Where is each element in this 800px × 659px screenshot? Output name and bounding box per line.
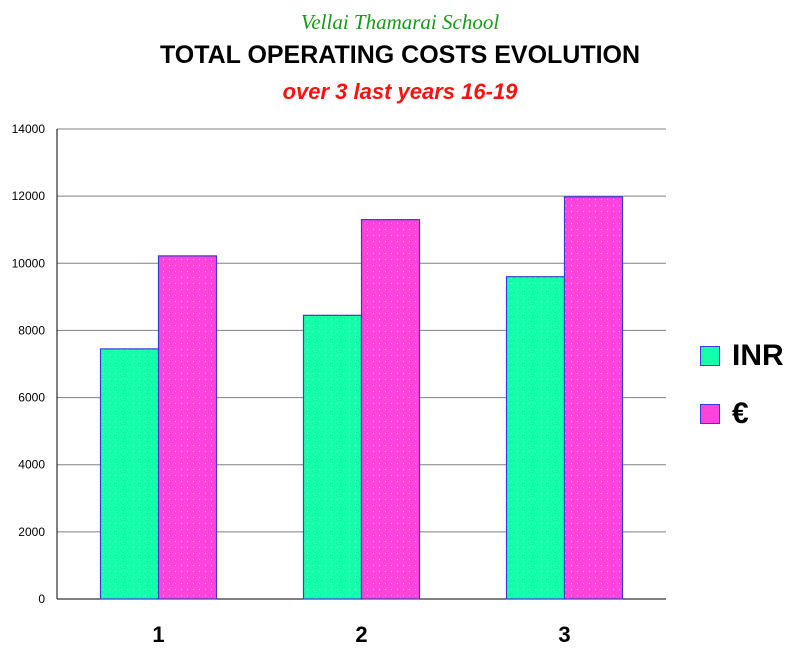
y-tick-label: 0 xyxy=(38,592,45,606)
bar-inr-2 xyxy=(302,314,363,600)
x-tick-label: 1 xyxy=(152,622,164,647)
legend-label-eur: € xyxy=(732,397,749,430)
bar-eur-3 xyxy=(563,196,624,600)
chart-subtitle: over 3 last years 16-19 xyxy=(282,79,518,104)
bar-eur-2 xyxy=(360,219,421,600)
legend: INR € xyxy=(700,338,784,454)
y-tick-label: 6000 xyxy=(18,391,45,405)
bar-inr-1 xyxy=(99,348,160,600)
y-tick-label: 10000 xyxy=(12,256,46,270)
bar-eur-1 xyxy=(157,255,218,600)
chart-title: TOTAL OPERATING COSTS EVOLUTION xyxy=(159,41,641,69)
legend-item-eur: € xyxy=(700,396,784,432)
bar-inr-3 xyxy=(505,276,566,600)
x-tick-label: 3 xyxy=(558,622,570,647)
legend-item-inr: INR xyxy=(700,338,784,374)
y-tick-label: 8000 xyxy=(18,323,45,337)
y-tick-label: 2000 xyxy=(18,525,45,539)
y-tick-label: 4000 xyxy=(18,458,45,472)
x-tick-label: 2 xyxy=(355,622,367,647)
y-tick-label: 12000 xyxy=(12,189,46,203)
school-name: Vellai Thamarai School xyxy=(300,10,500,34)
legend-swatch-inr xyxy=(700,346,720,366)
y-tick-label: 14000 xyxy=(12,122,46,136)
legend-swatch-eur xyxy=(700,404,720,424)
legend-label-inr: INR xyxy=(732,339,784,372)
